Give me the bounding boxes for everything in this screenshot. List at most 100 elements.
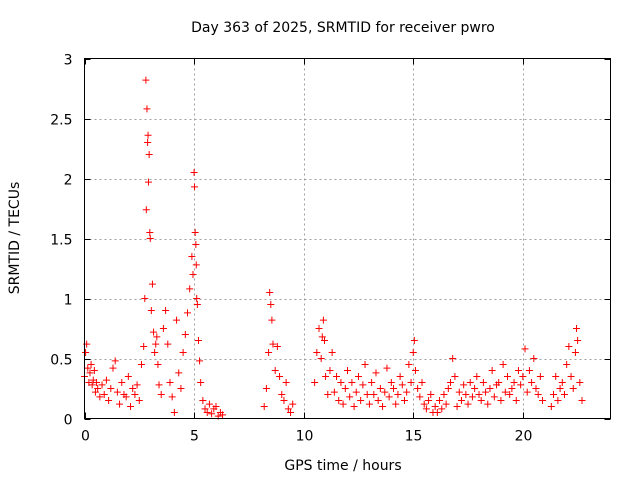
data-point (265, 349, 273, 356)
data-point (262, 385, 270, 392)
data-point (273, 343, 281, 350)
data-point (344, 367, 351, 374)
data-point (547, 403, 555, 410)
data-point (135, 397, 143, 404)
data-point (315, 325, 323, 332)
data-point (407, 379, 415, 386)
data-point (87, 361, 95, 368)
data-point (189, 271, 197, 278)
data-point (350, 403, 358, 410)
axis-ticks (84, 58, 611, 420)
y-tick-label: 2.5 (50, 113, 72, 129)
data-point (451, 373, 459, 380)
data-point (552, 373, 560, 380)
data-point (563, 361, 571, 368)
data-point (495, 379, 503, 386)
data-point (438, 405, 446, 413)
y-tick-label: 2 (64, 173, 73, 189)
data-point (193, 295, 201, 302)
data-point (94, 385, 102, 392)
data-point (519, 373, 527, 380)
data-point (534, 391, 542, 398)
data-point (497, 397, 505, 404)
data-point (118, 379, 126, 386)
data-point (381, 388, 389, 396)
data-point (318, 333, 326, 341)
data-point (359, 381, 367, 389)
data-point (442, 400, 450, 408)
data-point (348, 379, 356, 386)
data-point (324, 391, 332, 398)
data-point (102, 376, 110, 384)
data-point (357, 397, 365, 404)
data-point (433, 409, 441, 416)
data-point (573, 325, 581, 332)
grid (84, 58, 611, 419)
data-point (326, 367, 334, 374)
data-point (374, 397, 382, 404)
data-point (137, 361, 145, 368)
y-tick-label: 1.5 (50, 233, 72, 249)
data-point (525, 367, 533, 374)
data-point (368, 379, 376, 386)
data-point (91, 388, 99, 396)
data-point (267, 301, 275, 308)
data-point (166, 379, 174, 386)
data-point (503, 373, 511, 380)
data-point (479, 379, 487, 386)
data-point (131, 391, 139, 398)
data-point (141, 295, 149, 302)
data-point (164, 340, 172, 348)
data-point (392, 400, 400, 408)
data-point (403, 388, 411, 396)
data-point (146, 229, 154, 236)
data-point (528, 379, 536, 386)
data-point (90, 367, 98, 374)
data-point (361, 361, 369, 368)
data-point (86, 369, 94, 377)
data-point (341, 385, 349, 392)
y-tick-label: 0.5 (50, 353, 72, 369)
data-point (457, 397, 465, 404)
data-point (449, 355, 457, 362)
data-point (143, 105, 151, 113)
x-tick-label: 0 (81, 429, 90, 445)
data-point (486, 385, 494, 392)
data-point (410, 337, 418, 344)
data-point (436, 397, 444, 404)
data-point (105, 397, 113, 404)
data-point (335, 397, 343, 404)
data-point (322, 373, 330, 380)
data-point (269, 340, 277, 348)
data-point (191, 229, 199, 236)
data-point (475, 391, 483, 398)
data-point (370, 391, 378, 398)
data-point (416, 393, 424, 401)
y-axis-label: SRMTID / TECUs (7, 182, 23, 295)
data-point (468, 393, 476, 401)
data-point (578, 397, 586, 404)
data-point (501, 388, 509, 396)
data-point (409, 349, 417, 356)
data-point (109, 364, 117, 372)
data-point (499, 361, 507, 368)
data-point (539, 397, 547, 404)
data-point (420, 400, 428, 408)
data-point (319, 316, 327, 324)
data-point (390, 385, 398, 392)
data-point (173, 316, 181, 324)
data-point (287, 409, 295, 416)
data-point (317, 355, 325, 362)
data-point (188, 253, 196, 260)
data-point (444, 385, 452, 392)
data-point (192, 261, 200, 269)
data-point (339, 400, 347, 408)
data-point (387, 379, 395, 386)
data-point (116, 400, 124, 408)
data-point (466, 379, 474, 386)
data-point (398, 381, 406, 389)
data-point (260, 403, 268, 410)
data-point (153, 333, 161, 341)
data-point (567, 373, 575, 380)
